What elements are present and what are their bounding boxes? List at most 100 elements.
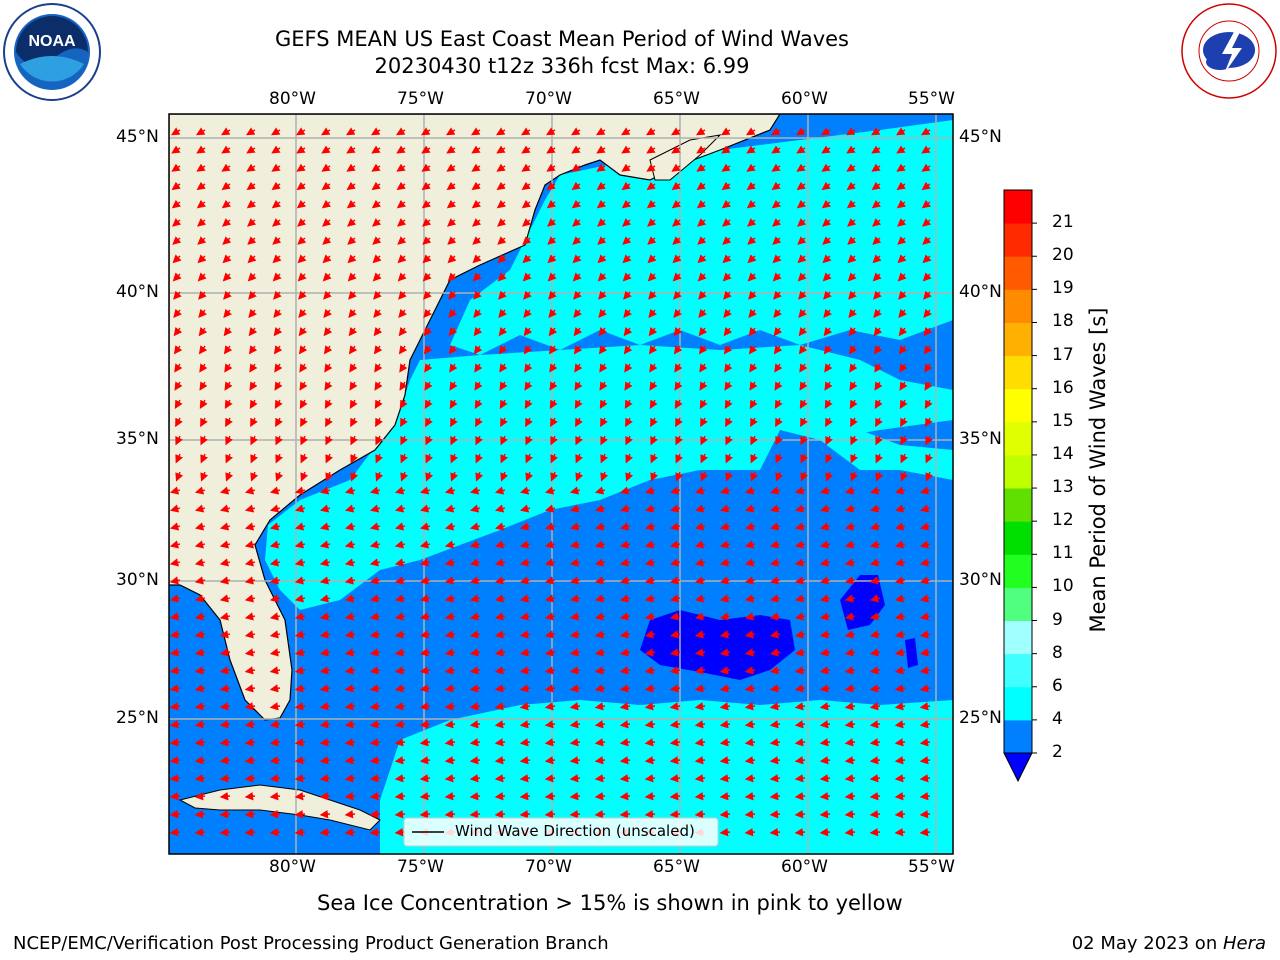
wind-arrow xyxy=(545,127,556,136)
wind-arrow xyxy=(446,163,456,172)
wind-arrow xyxy=(496,163,506,172)
wind-arrow xyxy=(894,612,906,621)
wind-arrow xyxy=(621,181,631,191)
wind-arrow xyxy=(394,522,406,531)
wind-arrow xyxy=(350,471,359,482)
wind-arrow xyxy=(669,684,681,693)
wind-arrow xyxy=(844,810,856,819)
wind-arrow xyxy=(274,363,283,373)
wind-arrow xyxy=(694,702,706,711)
wind-arrow xyxy=(619,684,631,693)
wind-arrow xyxy=(422,218,432,227)
wind-arrow xyxy=(249,399,258,410)
wind-arrow xyxy=(919,594,931,603)
wind-arrow xyxy=(469,666,481,675)
wind-arrow xyxy=(572,236,582,245)
wind-arrow xyxy=(869,558,881,567)
wind-arrow xyxy=(869,684,881,693)
wind-arrow xyxy=(697,236,707,245)
wind-arrow xyxy=(719,540,731,549)
wind-arrow xyxy=(772,272,782,282)
wind-arrow xyxy=(344,612,356,621)
wind-arrow xyxy=(796,199,807,209)
wind-arrow xyxy=(219,720,231,729)
wind-arrow xyxy=(644,684,656,693)
wind-arrow xyxy=(269,540,281,549)
wind-arrow xyxy=(648,345,658,355)
wind-arrow xyxy=(248,345,258,355)
wind-arrow xyxy=(600,471,609,482)
wind-arrow xyxy=(819,792,831,801)
wind-arrow xyxy=(319,486,331,495)
wind-arrow xyxy=(396,199,407,209)
wind-arrow xyxy=(396,145,406,154)
wind-arrow xyxy=(394,558,406,567)
noaa-logo: NOAA xyxy=(2,2,102,102)
wind-arrow xyxy=(244,702,256,711)
wind-arrow xyxy=(844,666,856,675)
wind-arrow xyxy=(397,254,407,264)
wind-arrow xyxy=(574,381,583,391)
wind-arrow xyxy=(194,612,206,621)
wind-arrow xyxy=(294,684,306,693)
wind-arrow xyxy=(369,648,381,657)
wind-arrow xyxy=(823,308,832,318)
wind-arrow xyxy=(925,417,933,428)
wind-arrow xyxy=(369,486,381,495)
wind-arrow xyxy=(623,308,632,318)
wind-arrow xyxy=(844,702,856,711)
wind-arrow xyxy=(848,326,858,337)
wind-arrow xyxy=(444,792,456,801)
wind-arrow xyxy=(294,504,306,513)
wind-arrow xyxy=(171,181,181,191)
wind-arrow xyxy=(246,199,257,209)
wind-arrow xyxy=(600,453,609,464)
wind-arrow xyxy=(345,127,356,136)
wind-arrow xyxy=(450,435,458,446)
wind-arrow xyxy=(394,648,406,657)
wind-arrow xyxy=(646,199,657,209)
wind-arrow xyxy=(769,594,781,603)
wind-arrow xyxy=(200,453,209,464)
wind-arrow xyxy=(394,666,406,675)
wind-arrow xyxy=(319,558,331,567)
wind-arrow xyxy=(300,435,308,446)
wind-arrow xyxy=(219,486,231,495)
wind-arrow xyxy=(296,145,306,154)
wind-arrow xyxy=(819,702,831,711)
wind-arrow xyxy=(325,417,333,428)
wind-arrow xyxy=(297,218,307,227)
wind-arrow xyxy=(624,381,633,391)
wind-arrow xyxy=(594,576,606,585)
wind-arrow xyxy=(819,828,831,837)
wind-arrow xyxy=(221,145,231,154)
wind-arrow xyxy=(725,453,734,464)
wind-arrow xyxy=(169,594,181,603)
wind-arrow xyxy=(348,345,358,355)
wind-arrow xyxy=(824,381,833,391)
wind-arrow xyxy=(575,417,583,428)
wind-arrow xyxy=(194,522,206,531)
wind-arrow xyxy=(494,702,506,711)
wind-arrow xyxy=(869,828,881,837)
wind-arrow xyxy=(250,435,258,446)
wind-arrow xyxy=(569,594,581,603)
colorbar-tick-label: 9 xyxy=(1052,609,1063,630)
wind-arrow xyxy=(569,486,581,495)
wind-arrow xyxy=(922,218,932,227)
wind-arrow xyxy=(619,558,631,567)
wind-arrow xyxy=(875,471,884,482)
wind-arrow xyxy=(919,504,931,513)
wind-arrow xyxy=(669,486,681,495)
wind-arrow xyxy=(570,127,581,136)
wind-arrow xyxy=(444,810,456,819)
wind-arrow xyxy=(800,417,808,428)
wind-arrow xyxy=(474,381,483,391)
legend-label: Wind Wave Direction (unscaled) xyxy=(455,822,695,840)
wind-arrow xyxy=(169,486,181,495)
wind-arrow xyxy=(419,558,431,567)
wind-arrow xyxy=(269,666,281,675)
wind-arrow xyxy=(844,504,856,513)
wind-arrow xyxy=(173,326,183,337)
wind-arrow xyxy=(571,145,581,154)
